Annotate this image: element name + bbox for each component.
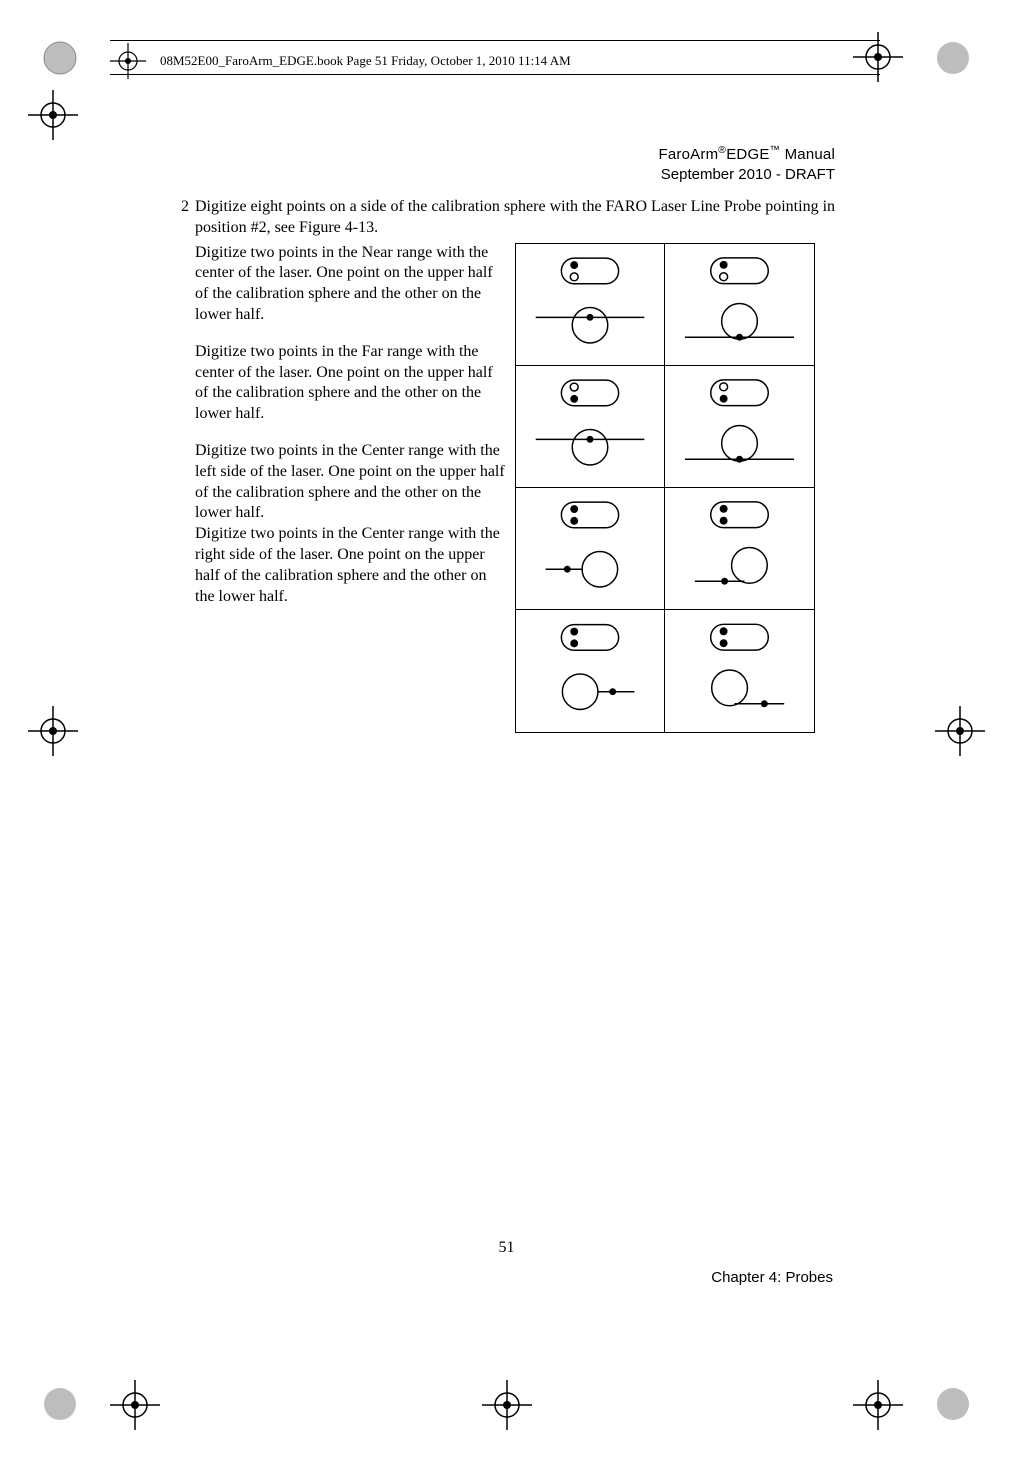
diagram-cell-near-upper: [516, 244, 665, 365]
step-intro: Digitize eight points on a side of the c…: [195, 196, 835, 239]
diagram-cell-cright-lower: [665, 610, 814, 732]
diagram-cell-cleft-lower: [665, 488, 814, 609]
registration-mark-tr: [935, 40, 971, 76]
page-number: 51: [0, 1239, 1013, 1257]
crop-mark-inner-tl: [28, 90, 78, 140]
header-rule: [110, 74, 880, 75]
diagram-cell-cleft-upper: [516, 488, 665, 609]
step-2: 2 Digitize eight points on a side of the…: [175, 196, 835, 733]
step-p2: Digitize two points in the Far range wit…: [195, 342, 505, 425]
diagram-cell-far-upper: [516, 366, 665, 487]
step-p4: Digitize two points in the Center range …: [195, 524, 505, 607]
crop-mark-bottom-left: [110, 1380, 160, 1430]
manual-date: September 2010 - DRAFT: [175, 165, 835, 185]
registration-mark-tl: [42, 40, 78, 76]
file-stamp: 08M52E00_FaroArm_EDGE.book Page 51 Frida…: [160, 53, 571, 69]
crop-mark-mid-right: [935, 706, 985, 756]
crop-mark-bottom-center: [482, 1380, 532, 1430]
step-number: 2: [175, 196, 195, 218]
diagram-grid: [515, 243, 815, 733]
crop-mark-mid-left: [28, 706, 78, 756]
crop-mark-bottom-right: [853, 1380, 903, 1430]
diagram-cell-cright-upper: [516, 610, 665, 732]
chapter-label: Chapter 4: Probes: [711, 1269, 833, 1286]
step-subtext: Digitize two points in the Near range wi…: [195, 243, 505, 733]
diagram-row-near: [516, 244, 814, 366]
diagram-row-center-left: [516, 488, 814, 610]
step-p3: Digitize two points in the Center range …: [195, 441, 505, 524]
registration-mark-bl: [42, 1386, 78, 1422]
diagram-cell-near-lower: [665, 244, 814, 365]
document-header: FaroArm®EDGE™ Manual September 2010 - DR…: [175, 143, 835, 186]
diagram-cell-far-lower: [665, 366, 814, 487]
step-p1: Digitize two points in the Near range wi…: [195, 243, 505, 326]
page-content: FaroArm®EDGE™ Manual September 2010 - DR…: [175, 143, 835, 733]
diagram-row-center-right: [516, 610, 814, 732]
registration-mark-br: [935, 1386, 971, 1422]
manual-title: FaroArm®EDGE™ Manual: [175, 143, 835, 165]
header-rule-2: [110, 40, 880, 41]
diagram-row-far: [516, 366, 814, 488]
